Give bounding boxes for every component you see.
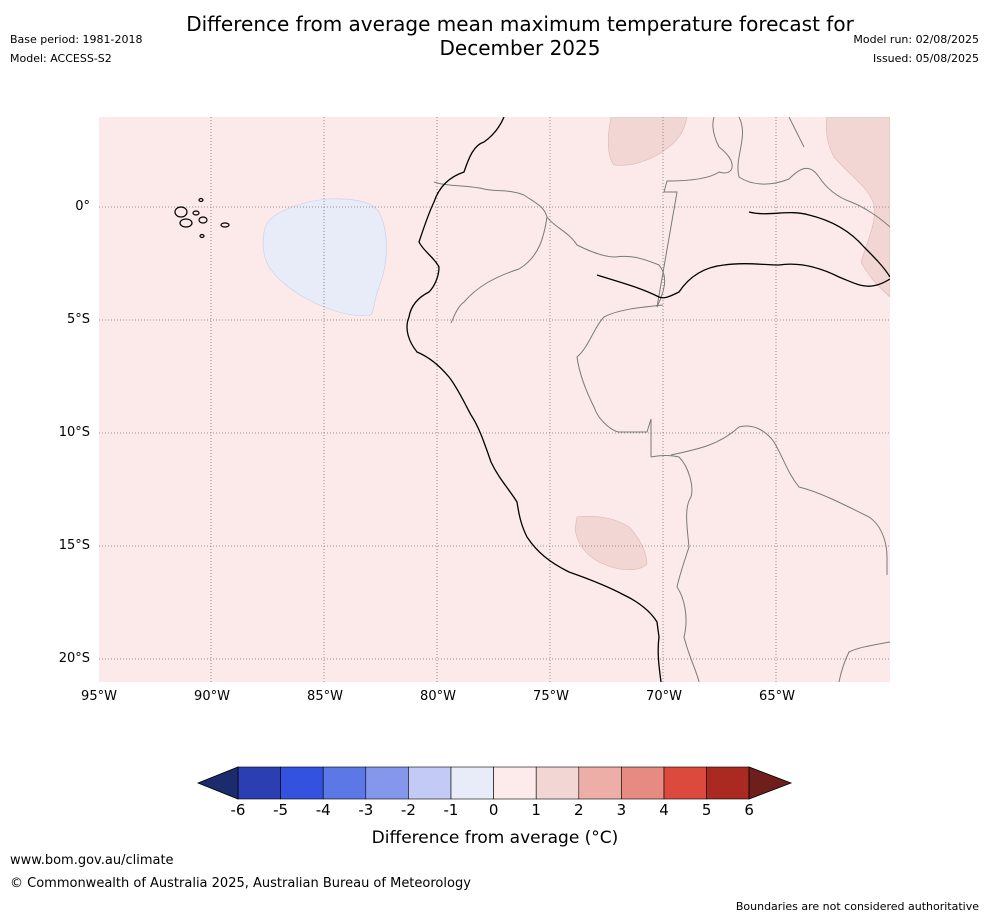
colorbar-tick-label: -4 <box>315 801 331 819</box>
colorbar-cell <box>450 766 494 800</box>
colorbar-tick-label: -5 <box>273 801 289 819</box>
lon-label-90w: 90°W <box>194 689 230 704</box>
chart-title-line2: December 2025 <box>439 36 601 60</box>
map-background <box>99 117 890 682</box>
footer-copyright: © Commonwealth of Australia 2025, Austra… <box>10 876 471 891</box>
chart-title: Difference from average mean maximum tem… <box>0 12 988 60</box>
colorbar-title: Difference from average (°C) <box>371 828 619 848</box>
lon-label-70w: 70°W <box>646 689 682 704</box>
colorbar-cell <box>493 766 537 800</box>
colorbar-tick-label: 5 <box>701 801 712 819</box>
base-period-label: Base period: 1981-2018 <box>10 33 143 46</box>
colorbar-tick-label: 2 <box>574 801 584 819</box>
lon-label-85w: 85°W <box>307 689 343 704</box>
chart-title-line1: Difference from average mean maximum tem… <box>186 12 854 36</box>
warmer-anomaly-south <box>574 516 648 571</box>
anomaly-map <box>99 117 890 682</box>
graticule <box>99 117 890 682</box>
colorbar-low-extend <box>196 766 239 800</box>
colorbar-tick-label: 3 <box>616 801 627 819</box>
lon-label-95w: 95°W <box>81 689 117 704</box>
colorbar-tick-label: -2 <box>400 801 416 819</box>
colorbar-cell <box>365 766 409 800</box>
warmer-anomaly-north <box>608 117 688 166</box>
footer-disclaimer: Boundaries are not considered authoritat… <box>735 900 979 913</box>
model-run-label: Model run: 02/08/2025 <box>853 33 979 46</box>
colorbar-cell <box>237 766 281 800</box>
lat-label-20s: 20°S <box>58 651 90 666</box>
colorbar-tick-label: 6 <box>744 801 754 819</box>
islands <box>174 197 230 239</box>
colorbar-high-extend <box>748 766 793 800</box>
colorbar-cell <box>408 766 452 800</box>
coastlines <box>406 117 890 682</box>
colorbar-cell <box>706 766 750 800</box>
colorbar-cell <box>578 766 622 800</box>
lat-label-15s: 15°S <box>58 538 90 553</box>
issued-label: Issued: 05/08/2025 <box>872 52 979 65</box>
warmer-anomaly-northeast <box>825 117 890 298</box>
cooler-anomaly-ocean <box>262 198 387 316</box>
colorbar-tick-label: 1 <box>531 801 541 819</box>
lat-label-5s: 5°S <box>66 312 90 327</box>
colorbar-tick-label: -3 <box>358 801 374 819</box>
lon-label-65w: 65°W <box>759 689 795 704</box>
colorbar-cell <box>535 766 580 800</box>
colorbar-tick-label: 4 <box>659 801 669 819</box>
footer-url: www.bom.gov.au/climate <box>10 853 174 868</box>
lon-label-75w: 75°W <box>533 689 569 704</box>
colorbar <box>196 766 793 800</box>
colorbar-cell <box>280 766 324 800</box>
lon-label-80w: 80°W <box>420 689 456 704</box>
colorbar-cell <box>621 766 665 800</box>
colorbar-cell <box>322 766 367 800</box>
colorbar-tick-label: 0 <box>488 801 499 819</box>
lat-label-10s: 10°S <box>58 425 90 440</box>
colorbar-tick-label: -1 <box>443 801 459 819</box>
colorbar-cell <box>663 766 707 800</box>
model-label: Model: ACCESS-S2 <box>10 52 112 65</box>
country-borders <box>433 117 890 682</box>
lat-label-0: 0° <box>75 199 90 214</box>
colorbar-tick-label: -6 <box>230 801 246 819</box>
